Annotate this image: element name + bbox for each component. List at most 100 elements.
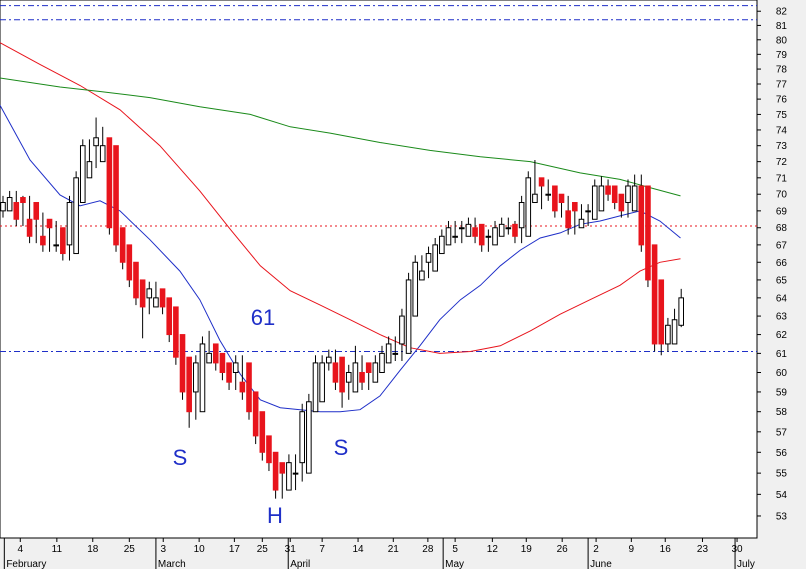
candle-body: [365, 362, 372, 373]
candle-body: [651, 244, 658, 345]
candle-body: [206, 352, 212, 364]
y-tick-label: 81: [776, 21, 788, 32]
candle-body: [146, 288, 153, 299]
candle-body: [26, 218, 33, 237]
x-tick-label: 4: [17, 544, 23, 555]
candle-body: [53, 244, 59, 247]
y-tick-label: 64: [776, 293, 788, 304]
candle-body: [119, 227, 126, 263]
candle-body: [658, 279, 665, 345]
y-tick-label: 62: [776, 330, 788, 341]
candle-body: [478, 223, 485, 246]
candle-body: [598, 185, 605, 212]
x-tick-label: 28: [422, 544, 434, 555]
candle-body: [558, 193, 565, 204]
candle-body: [425, 253, 432, 263]
y-tick-label: 69: [776, 206, 788, 217]
candle-body: [498, 223, 505, 237]
candle-body: [232, 362, 239, 373]
y-tick-label: 55: [776, 469, 788, 480]
x-tick-label: 25: [124, 544, 136, 555]
candle-body: [525, 177, 532, 237]
y-tick-label: 72: [776, 157, 788, 168]
candle-body: [133, 261, 139, 299]
candle-body: [6, 197, 13, 212]
candle-body: [286, 462, 292, 491]
candle-body: [239, 381, 246, 393]
candle-body: [545, 193, 552, 196]
month-label: July: [737, 559, 755, 569]
candle-body: [46, 218, 53, 229]
candle-body: [419, 270, 425, 281]
x-tick-label: 31: [285, 544, 297, 555]
y-tick-label: 70: [776, 190, 788, 201]
candle-body: [565, 210, 571, 229]
candle-body: [33, 202, 40, 220]
x-tick-label: 14: [352, 544, 364, 555]
candle-body: [605, 185, 611, 195]
candle-body: [319, 362, 325, 403]
candle-body: [465, 223, 472, 237]
candle-body: [472, 227, 478, 237]
month-label: February: [6, 559, 46, 569]
plot-layer: [0, 5, 757, 499]
candle-body: [572, 202, 578, 212]
moving-average: [0, 104, 681, 413]
candle-body: [186, 356, 192, 413]
x-tick-label: 5: [452, 544, 458, 555]
candle-body: [299, 411, 306, 464]
candle-body: [505, 227, 512, 230]
candle-body: [532, 193, 538, 204]
candle-body: [292, 472, 299, 475]
x-tick-label: 2: [593, 544, 599, 555]
candle-body: [638, 185, 645, 246]
moving-average: [0, 77, 681, 197]
candle-body: [611, 185, 618, 204]
candle-body: [678, 297, 685, 326]
candle-body: [631, 185, 638, 212]
candle-body: [212, 343, 219, 364]
x-tick-label: 9: [629, 544, 635, 555]
candle-body: [352, 362, 359, 393]
plot-area: [0, 0, 758, 539]
candle-body: [173, 306, 179, 358]
candle-body: [538, 177, 545, 187]
candle-body: [359, 371, 365, 383]
candle-body: [93, 137, 99, 147]
y-tick-label: 82: [776, 7, 788, 18]
candle-body: [345, 371, 352, 383]
candle-body: [139, 279, 146, 308]
candle-body: [518, 202, 525, 229]
month-label: June: [590, 559, 612, 569]
candle-body: [73, 177, 79, 255]
y-tick-label: 66: [776, 258, 788, 269]
candle-body: [13, 202, 20, 220]
candle-body: [332, 362, 339, 383]
y-tick-label: 67: [776, 240, 788, 251]
x-tick-label: 26: [557, 544, 569, 555]
candle-body: [492, 227, 498, 246]
candle-body: [199, 343, 206, 413]
y-tick-label: 75: [776, 110, 788, 121]
y-tick-label: 61: [776, 349, 788, 360]
y-tick-label: 80: [776, 35, 788, 46]
candle-body: [219, 352, 226, 373]
candle-body: [226, 362, 232, 383]
y-tick-label: 54: [776, 490, 788, 501]
candle-body: [452, 235, 458, 238]
x-tick-label: 17: [229, 544, 241, 555]
y-tick-label: 68: [776, 223, 788, 234]
x-tick-label: 18: [87, 544, 99, 555]
y-tick-label: 73: [776, 141, 788, 152]
candle-body: [252, 391, 259, 437]
y-tick-label: 76: [776, 95, 788, 106]
candle-body: [126, 244, 133, 281]
x-tick-label: 16: [660, 544, 672, 555]
candle-body: [40, 235, 46, 246]
candle-body: [60, 227, 66, 255]
candle-body: [339, 356, 345, 393]
x-tick-label: 21: [388, 544, 400, 555]
candle-body: [312, 362, 319, 413]
candle-body: [99, 145, 106, 163]
candle-body: [618, 193, 625, 212]
